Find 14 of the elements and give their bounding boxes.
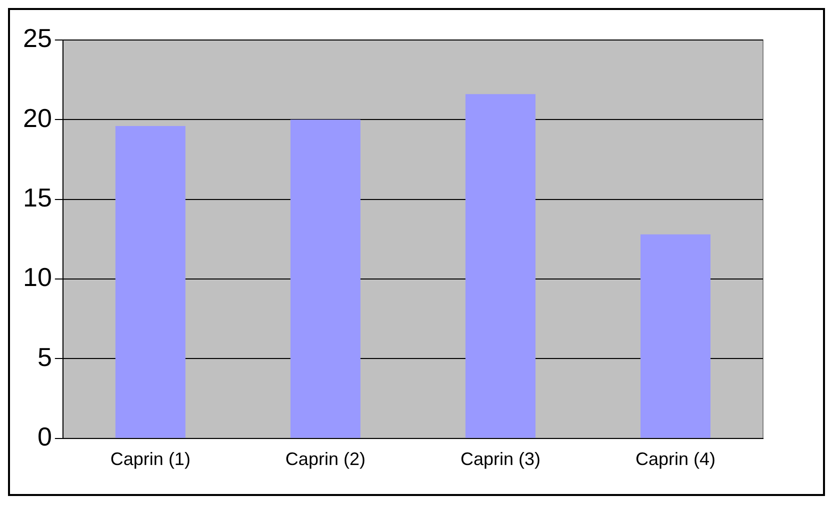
bar [290, 120, 360, 438]
y-tick-label: 15 [23, 182, 52, 213]
y-tick-label: 10 [23, 262, 52, 292]
x-tick-label: Caprin (4) [635, 449, 716, 470]
y-tick-label: 20 [23, 102, 52, 133]
x-tick-label: Caprin (2) [285, 449, 366, 470]
y-tick-label: 0 [37, 422, 52, 452]
bar [465, 94, 536, 438]
x-tick-label: Caprin (1) [110, 449, 190, 470]
bar [115, 126, 186, 438]
y-tick-label: 25 [23, 23, 52, 54]
bar [640, 234, 710, 438]
y-tick-label: 5 [37, 342, 52, 372]
x-tick-label: Caprin (3) [460, 449, 540, 470]
